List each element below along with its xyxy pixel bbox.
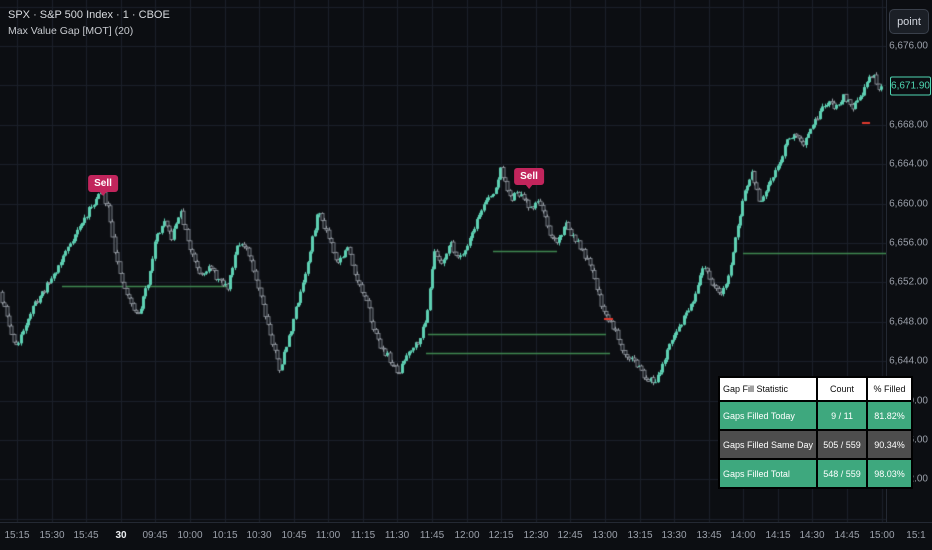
price-axis-label: 6,656.00 — [889, 237, 928, 249]
time-axis-day-label: 30 — [115, 530, 127, 541]
time-axis-label: 11:15 — [350, 530, 376, 541]
time-axis-label: 14:15 — [765, 530, 791, 541]
stats-header-cell: Gap Fill Statistic — [720, 378, 817, 400]
time-axis-label: 14:45 — [834, 530, 860, 541]
price-axis-label: 6,664.00 — [889, 158, 928, 170]
price-axis-label: 6,660.00 — [889, 198, 928, 210]
time-axis-label: 14:30 — [799, 530, 825, 541]
stats-cell: 90.34% — [868, 431, 912, 458]
time-axis-label: 09:45 — [142, 530, 168, 541]
time-axis-label: 13:15 — [627, 530, 653, 541]
time-axis-label: 13:45 — [696, 530, 722, 541]
stats-cell: 9 / 11 — [818, 402, 867, 429]
stats-cell: 548 / 559 — [818, 460, 867, 487]
time-axis-label: 12:45 — [557, 530, 583, 541]
stats-row: Gaps Filled Today 9 / 11 81.82% — [720, 402, 912, 429]
time-axis-label: 12:30 — [523, 530, 549, 541]
time-axis-label: 13:30 — [661, 530, 687, 541]
price-axis-label: 6,648.00 — [889, 316, 928, 328]
stats-cell: 505 / 559 — [818, 431, 867, 458]
stats-cell: Gaps Filled Total — [720, 460, 817, 487]
time-axis-label: 10:45 — [281, 530, 307, 541]
time-axis-label: 12:00 — [454, 530, 480, 541]
time-axis-label: 15:15 — [4, 530, 30, 541]
stats-cell: 81.82% — [868, 402, 912, 429]
last-price-badge: 6,671.90 — [890, 76, 931, 96]
time-axis-label: 10:00 — [177, 530, 203, 541]
time-axis-label: 15:1 — [906, 530, 926, 541]
time-axis-label: 10:15 — [212, 530, 238, 541]
stats-row: Gaps Filled Same Day 505 / 559 90.34% — [720, 431, 912, 458]
time-axis-label: 14:00 — [730, 530, 756, 541]
time-axis-label: 13:00 — [592, 530, 618, 541]
price-axis-label: 6,652.00 — [889, 276, 928, 288]
price-axis-label: 6,668.00 — [889, 119, 928, 131]
price-axis-label: 6,644.00 — [889, 355, 928, 367]
time-axis-label: 10:30 — [246, 530, 272, 541]
time-axis-label: 12:15 — [488, 530, 514, 541]
time-axis-label: 15:00 — [869, 530, 895, 541]
stats-row: Gaps Filled Total 548 / 559 98.03% — [720, 460, 912, 487]
legend-indicator[interactable]: Max Value Gap [MOT] (20) — [8, 25, 134, 37]
stats-cell: Gaps Filled Today — [720, 402, 817, 429]
stats-header-cell: % Filled — [868, 378, 912, 400]
stats-cell: Gaps Filled Same Day — [720, 431, 817, 458]
sell-label: Sell — [88, 175, 118, 192]
stats-header-row: Gap Fill Statistic Count% Filled — [720, 378, 912, 400]
chart-legend: SPX · S&P 500 Index · 1 · CBOE Max Value… — [8, 7, 170, 39]
stats-cell: 98.03% — [868, 460, 912, 487]
time-axis-label: 11:00 — [315, 530, 341, 541]
time-axis[interactable]: 15:15 15:30 15:45 30 09:45 10:00 10:15 10:30 10:… — [0, 522, 932, 550]
time-axis-label: 11:45 — [419, 530, 445, 541]
price-axis-label: 6,676.00 — [889, 40, 928, 52]
time-axis-label: 11:30 — [384, 530, 410, 541]
time-axis-label: 15:45 — [73, 530, 99, 541]
gap-fill-statistic-table: Gap Fill Statistic Count% Filled Gaps Fill… — [718, 376, 914, 489]
legend-symbol[interactable]: SPX · S&P 500 Index · 1 · CBOE — [8, 9, 170, 21]
stats-header-cell: Count — [818, 378, 867, 400]
time-axis-label: 15:30 — [39, 530, 65, 541]
sell-label: Sell — [514, 168, 544, 185]
axis-unit-button[interactable]: point — [889, 9, 929, 34]
